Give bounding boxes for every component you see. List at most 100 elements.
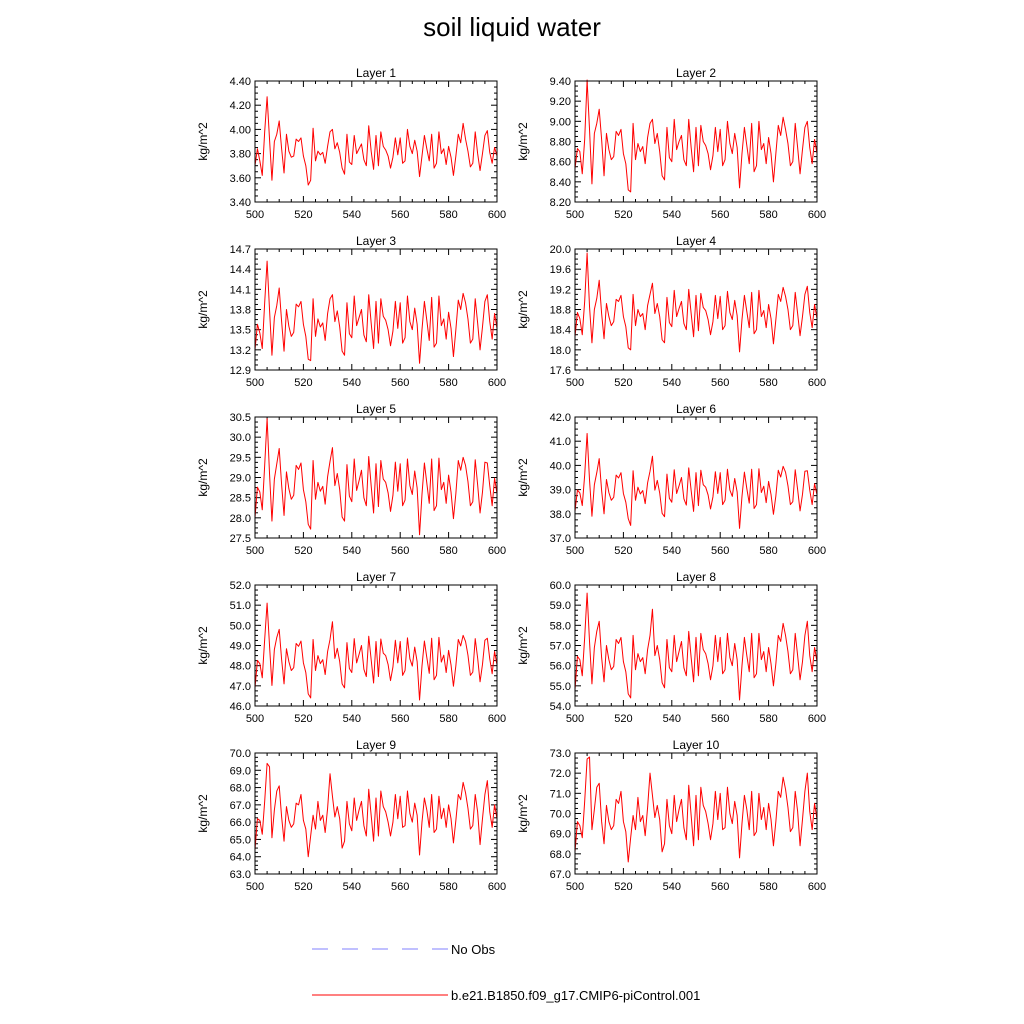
y-tick-label: 58.0 xyxy=(550,620,571,632)
y-tick-label: 68.0 xyxy=(550,849,571,861)
x-tick-label: 540 xyxy=(663,545,681,557)
x-tick-label: 540 xyxy=(343,545,361,557)
panel-title: Layer 3 xyxy=(356,234,396,248)
panel-title: Layer 1 xyxy=(356,66,396,80)
y-tick-label: 14.1 xyxy=(230,284,251,296)
y-tick-label: 68.0 xyxy=(230,783,251,795)
x-tick-label: 500 xyxy=(246,713,264,725)
series-line xyxy=(574,252,818,353)
x-tick-label: 520 xyxy=(614,377,632,389)
y-tick-label: 18.4 xyxy=(550,325,571,337)
y-tick-label: 52.0 xyxy=(230,580,251,592)
x-tick-label: 560 xyxy=(391,713,409,725)
y-tick-label: 57.0 xyxy=(550,641,571,653)
y-tick-label: 28.0 xyxy=(230,513,251,525)
x-tick-label: 540 xyxy=(343,209,361,221)
y-tick-label: 4.40 xyxy=(230,76,251,88)
x-tick-label: 600 xyxy=(808,713,826,725)
y-tick-label: 13.5 xyxy=(230,325,251,337)
y-tick-label: 18.8 xyxy=(550,305,571,317)
x-tick-label: 560 xyxy=(711,881,729,893)
x-tick-label: 540 xyxy=(663,209,681,221)
x-tick-label: 560 xyxy=(391,545,409,557)
plot-frame xyxy=(254,584,498,707)
panel-title: Layer 8 xyxy=(676,570,716,584)
x-tick-label: 560 xyxy=(711,377,729,389)
x-tick-label: 500 xyxy=(246,545,264,557)
legend-label-2: b.e21.B1850.f09_g17.CMIP6-piControl.001 xyxy=(451,988,700,1003)
y-tick-label: 37.0 xyxy=(550,533,571,545)
plot-frame xyxy=(254,752,498,875)
y-tick-label: 59.0 xyxy=(550,600,571,612)
y-tick-label: 46.0 xyxy=(230,701,251,713)
x-tick-label: 520 xyxy=(294,713,312,725)
y-tick-label: 51.0 xyxy=(230,600,251,612)
x-tick-label: 580 xyxy=(439,209,457,221)
y-tick-label: 40.0 xyxy=(550,460,571,472)
y-tick-label: 4.20 xyxy=(230,100,251,112)
x-tick-label: 560 xyxy=(391,209,409,221)
x-tick-label: 540 xyxy=(663,881,681,893)
y-tick-label: 19.2 xyxy=(550,284,571,296)
y-tick-label: 67.0 xyxy=(230,800,251,812)
x-tick-label: 520 xyxy=(294,545,312,557)
y-tick-label: 48.0 xyxy=(230,661,251,673)
plot-frame xyxy=(574,752,818,875)
x-tick-label: 560 xyxy=(711,545,729,557)
chart-panel-8: Layer 8 kg/m^2 54.0 55.0 56.0 57.0 58.0 59.0 60.… xyxy=(516,570,826,725)
y-axis-label: kg/m^2 xyxy=(516,290,530,329)
y-axis-label: kg/m^2 xyxy=(516,122,530,161)
y-tick-label: 55.0 xyxy=(550,681,571,693)
y-axis-label: kg/m^2 xyxy=(516,794,530,833)
y-tick-label: 63.0 xyxy=(230,869,251,881)
y-axis-label: kg/m^2 xyxy=(196,290,210,329)
chart-panel-1: Layer 1 kg/m^2 3.40 3.60 3.80 4.00 4.20 4.40 500… xyxy=(196,66,506,221)
x-tick-label: 540 xyxy=(343,713,361,725)
legend-label-1: No Obs xyxy=(451,942,496,957)
y-axis-label: kg/m^2 xyxy=(196,794,210,833)
x-tick-label: 500 xyxy=(566,209,584,221)
y-tick-label: 69.0 xyxy=(550,829,571,841)
x-tick-label: 520 xyxy=(294,377,312,389)
plot-frame xyxy=(574,80,818,203)
y-tick-label: 8.20 xyxy=(550,197,571,209)
series-line xyxy=(254,762,498,858)
x-tick-label: 580 xyxy=(759,377,777,389)
series-line xyxy=(254,602,498,701)
y-tick-label: 73.0 xyxy=(550,748,571,760)
panel-title: Layer 6 xyxy=(676,402,716,416)
x-tick-label: 520 xyxy=(614,881,632,893)
y-tick-label: 3.80 xyxy=(230,149,251,161)
y-tick-label: 42.0 xyxy=(550,412,571,424)
x-tick-label: 500 xyxy=(566,713,584,725)
legend: No Obs b.e21.B1850.f09_g17.CMIP6-piContro… xyxy=(312,942,700,1003)
chart-panel-6: Layer 6 kg/m^2 37.0 38.0 39.0 40.0 41.0 42.0 500… xyxy=(516,402,826,557)
y-tick-label: 30.5 xyxy=(230,412,251,424)
y-tick-label: 3.60 xyxy=(230,173,251,185)
x-tick-label: 600 xyxy=(808,209,826,221)
y-tick-label: 50.0 xyxy=(230,620,251,632)
x-tick-label: 500 xyxy=(566,545,584,557)
y-tick-label: 66.0 xyxy=(230,817,251,829)
chart-panel-10: Layer 10 kg/m^2 67.0 68.0 69.0 70.0 71.0 72.0 73… xyxy=(516,738,826,893)
series-line xyxy=(254,260,498,364)
x-tick-label: 600 xyxy=(808,881,826,893)
x-tick-label: 500 xyxy=(566,377,584,389)
x-tick-label: 500 xyxy=(566,881,584,893)
y-tick-label: 8.60 xyxy=(550,157,571,169)
y-tick-label: 18.0 xyxy=(550,345,571,357)
y-tick-label: 3.40 xyxy=(230,197,251,209)
y-tick-label: 14.4 xyxy=(230,264,251,276)
x-tick-label: 600 xyxy=(808,545,826,557)
x-tick-label: 600 xyxy=(808,377,826,389)
x-tick-label: 540 xyxy=(663,713,681,725)
x-tick-label: 580 xyxy=(759,209,777,221)
y-tick-label: 60.0 xyxy=(550,580,571,592)
y-tick-label: 70.0 xyxy=(550,809,571,821)
y-tick-label: 4.00 xyxy=(230,124,251,136)
y-tick-label: 19.6 xyxy=(550,264,571,276)
y-tick-label: 14.7 xyxy=(230,244,251,256)
series-line xyxy=(254,96,498,186)
y-axis-label: kg/m^2 xyxy=(516,626,530,665)
chart-panel-9: Layer 9 kg/m^2 63.0 64.0 65.0 66.0 67.0 68.0 69.… xyxy=(196,738,506,893)
